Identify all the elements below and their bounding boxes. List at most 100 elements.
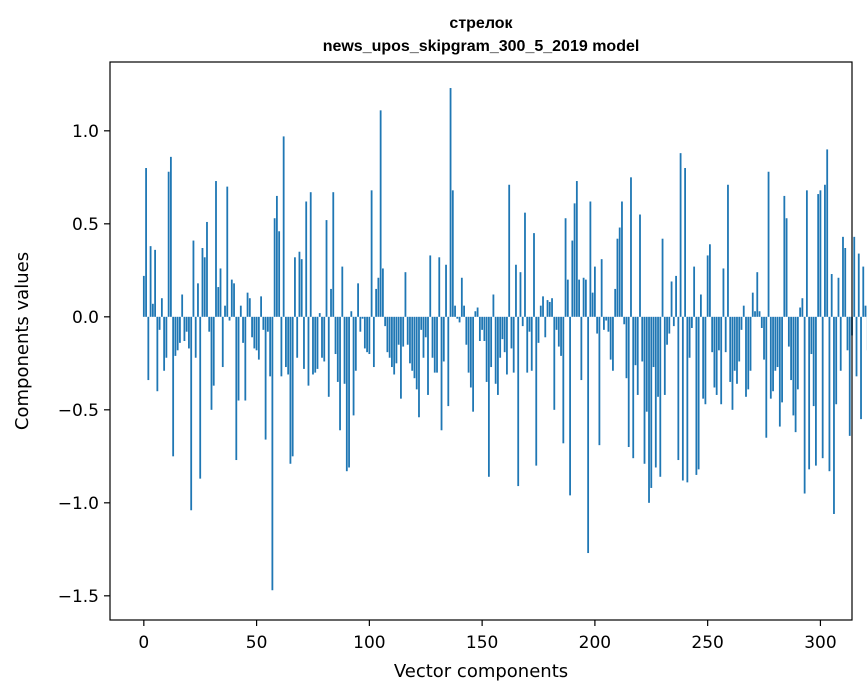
bar bbox=[715, 316, 718, 395]
bar bbox=[548, 301, 551, 317]
bar bbox=[242, 316, 244, 343]
bar bbox=[445, 264, 447, 317]
bar bbox=[339, 316, 341, 431]
bar bbox=[587, 316, 590, 554]
y-axis-label: Components values bbox=[12, 252, 33, 430]
bar bbox=[515, 264, 517, 317]
bar bbox=[203, 257, 206, 317]
bar bbox=[792, 316, 795, 416]
bar bbox=[296, 316, 299, 358]
bar bbox=[501, 316, 504, 340]
bar bbox=[555, 316, 558, 330]
x-axis-label: Vector components bbox=[394, 661, 568, 682]
bar bbox=[551, 298, 553, 317]
bar bbox=[677, 316, 680, 461]
bar bbox=[808, 316, 811, 470]
bar bbox=[724, 316, 727, 353]
bar bbox=[512, 316, 515, 373]
bar bbox=[736, 316, 738, 384]
bar bbox=[377, 277, 380, 317]
bar bbox=[776, 316, 779, 368]
bar bbox=[280, 316, 283, 377]
bar bbox=[366, 316, 368, 353]
bar bbox=[835, 316, 838, 405]
bar bbox=[603, 316, 605, 330]
bar bbox=[778, 316, 781, 427]
bar bbox=[400, 316, 402, 399]
x-tick-label: 250 bbox=[691, 633, 723, 653]
bar bbox=[630, 177, 632, 317]
bar bbox=[427, 316, 429, 395]
bar bbox=[460, 277, 463, 317]
x-tick-label: 300 bbox=[804, 633, 836, 653]
bar bbox=[787, 316, 790, 347]
bar bbox=[332, 192, 335, 317]
bar bbox=[621, 201, 623, 317]
bar bbox=[661, 238, 664, 317]
bar bbox=[415, 316, 418, 390]
bar bbox=[564, 218, 567, 317]
bar bbox=[372, 316, 375, 368]
bar bbox=[149, 246, 152, 317]
bar bbox=[634, 316, 637, 366]
bar bbox=[539, 305, 542, 317]
bar bbox=[282, 136, 285, 317]
bar bbox=[354, 316, 357, 371]
bar bbox=[370, 190, 373, 317]
bar bbox=[605, 316, 608, 321]
bar bbox=[593, 266, 596, 317]
y-axis-ticks: −1.5 −1.0 −0.5 0.0 0.5 1.0 bbox=[58, 122, 110, 607]
bar bbox=[458, 316, 461, 323]
bar bbox=[199, 316, 202, 479]
bar bbox=[165, 316, 168, 358]
bar bbox=[758, 311, 761, 317]
bar bbox=[192, 240, 195, 317]
bar bbox=[749, 316, 752, 371]
bar bbox=[681, 316, 684, 481]
bar bbox=[163, 316, 166, 371]
bar bbox=[582, 277, 585, 317]
bar bbox=[483, 316, 486, 341]
bar bbox=[257, 316, 260, 360]
bar bbox=[266, 316, 269, 332]
bar bbox=[357, 283, 359, 317]
bar bbox=[467, 316, 470, 373]
bar bbox=[336, 316, 339, 382]
bar bbox=[844, 248, 847, 317]
bar bbox=[248, 298, 251, 317]
bar bbox=[217, 287, 220, 317]
x-tick-label: 50 bbox=[246, 633, 268, 653]
bar bbox=[760, 316, 763, 328]
bar bbox=[215, 181, 217, 317]
bar bbox=[413, 316, 416, 379]
bar bbox=[666, 316, 668, 345]
bar bbox=[751, 292, 754, 317]
bar bbox=[244, 316, 247, 401]
bar bbox=[794, 316, 797, 433]
bar bbox=[517, 316, 520, 487]
bar bbox=[754, 311, 756, 317]
bar bbox=[641, 316, 644, 362]
bar bbox=[361, 316, 364, 319]
bar bbox=[819, 190, 822, 317]
bar bbox=[747, 316, 750, 390]
bar bbox=[386, 316, 389, 353]
bar bbox=[393, 316, 396, 375]
bar bbox=[260, 296, 262, 317]
bar bbox=[194, 316, 197, 358]
bar bbox=[670, 281, 673, 317]
bar bbox=[262, 316, 265, 330]
bar bbox=[614, 288, 617, 317]
bar bbox=[352, 316, 355, 416]
bar bbox=[636, 316, 639, 395]
bar bbox=[569, 316, 571, 496]
bar bbox=[442, 316, 445, 362]
bar bbox=[706, 255, 709, 317]
bar bbox=[826, 149, 829, 317]
bar bbox=[226, 186, 229, 317]
bar bbox=[857, 253, 860, 317]
bar bbox=[623, 316, 626, 325]
bar bbox=[436, 316, 438, 373]
bar bbox=[463, 305, 465, 317]
